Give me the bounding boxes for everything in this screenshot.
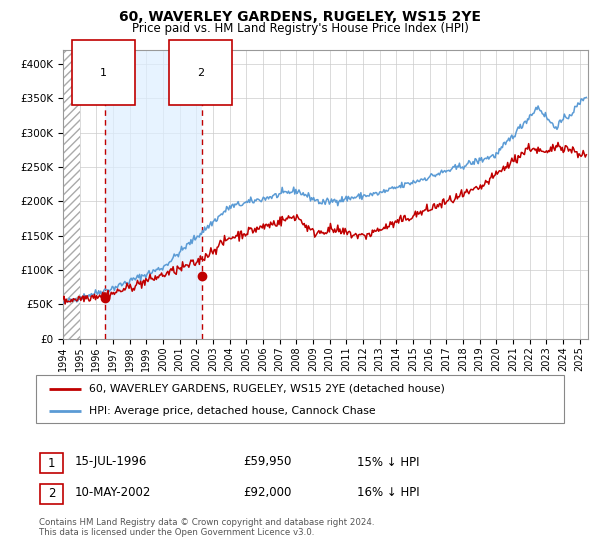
Text: Price paid vs. HM Land Registry's House Price Index (HPI): Price paid vs. HM Land Registry's House …: [131, 22, 469, 35]
Text: £92,000: £92,000: [243, 486, 292, 500]
Text: 15-JUL-1996: 15-JUL-1996: [75, 455, 148, 469]
Text: 10-MAY-2002: 10-MAY-2002: [75, 486, 151, 500]
Text: 2: 2: [48, 487, 55, 501]
Bar: [63, 50, 80, 339]
Text: 15% ↓ HPI: 15% ↓ HPI: [357, 455, 419, 469]
Text: 60, WAVERLEY GARDENS, RUGELEY, WS15 2YE (detached house): 60, WAVERLEY GARDENS, RUGELEY, WS15 2YE …: [89, 384, 445, 394]
Text: HPI: Average price, detached house, Cannock Chase: HPI: Average price, detached house, Cann…: [89, 406, 376, 416]
Text: Contains HM Land Registry data © Crown copyright and database right 2024.
This d: Contains HM Land Registry data © Crown c…: [39, 518, 374, 538]
Text: 1: 1: [48, 456, 55, 470]
Text: 60, WAVERLEY GARDENS, RUGELEY, WS15 2YE: 60, WAVERLEY GARDENS, RUGELEY, WS15 2YE: [119, 10, 481, 24]
Text: 1: 1: [100, 68, 107, 78]
Text: 16% ↓ HPI: 16% ↓ HPI: [357, 486, 419, 500]
Bar: [106, 50, 202, 339]
Text: £59,950: £59,950: [243, 455, 292, 469]
Text: 2: 2: [197, 68, 204, 78]
